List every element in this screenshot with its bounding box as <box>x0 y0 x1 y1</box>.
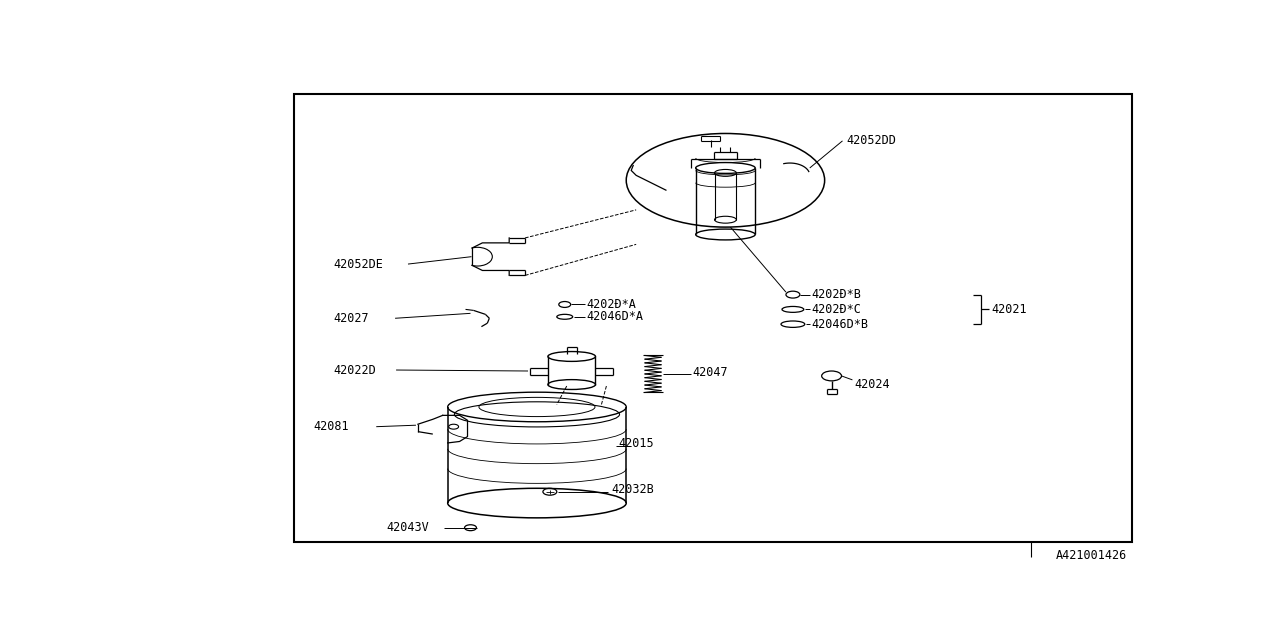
Text: A421001426: A421001426 <box>1056 549 1128 563</box>
Text: 42027: 42027 <box>334 312 369 324</box>
Bar <box>294 94 1133 543</box>
Text: 42052DE: 42052DE <box>334 257 384 271</box>
Text: 42021: 42021 <box>991 303 1027 316</box>
Text: 42046D*A: 42046D*A <box>586 310 644 323</box>
Text: 4202Ð*B: 4202Ð*B <box>812 288 861 301</box>
Text: 42022D: 42022D <box>334 364 376 376</box>
Text: 4202Ð*C: 4202Ð*C <box>812 303 861 316</box>
Text: 42047: 42047 <box>692 366 728 379</box>
Text: 42015: 42015 <box>618 437 654 451</box>
Text: 42032B: 42032B <box>612 483 654 496</box>
Text: 42052DD: 42052DD <box>846 134 896 147</box>
Text: 42081: 42081 <box>314 420 349 433</box>
Text: 4202Ð*A: 4202Ð*A <box>586 298 636 311</box>
Text: 42046D*B: 42046D*B <box>812 317 869 331</box>
Text: 42024: 42024 <box>855 378 890 391</box>
Text: 42043V: 42043V <box>387 521 429 534</box>
